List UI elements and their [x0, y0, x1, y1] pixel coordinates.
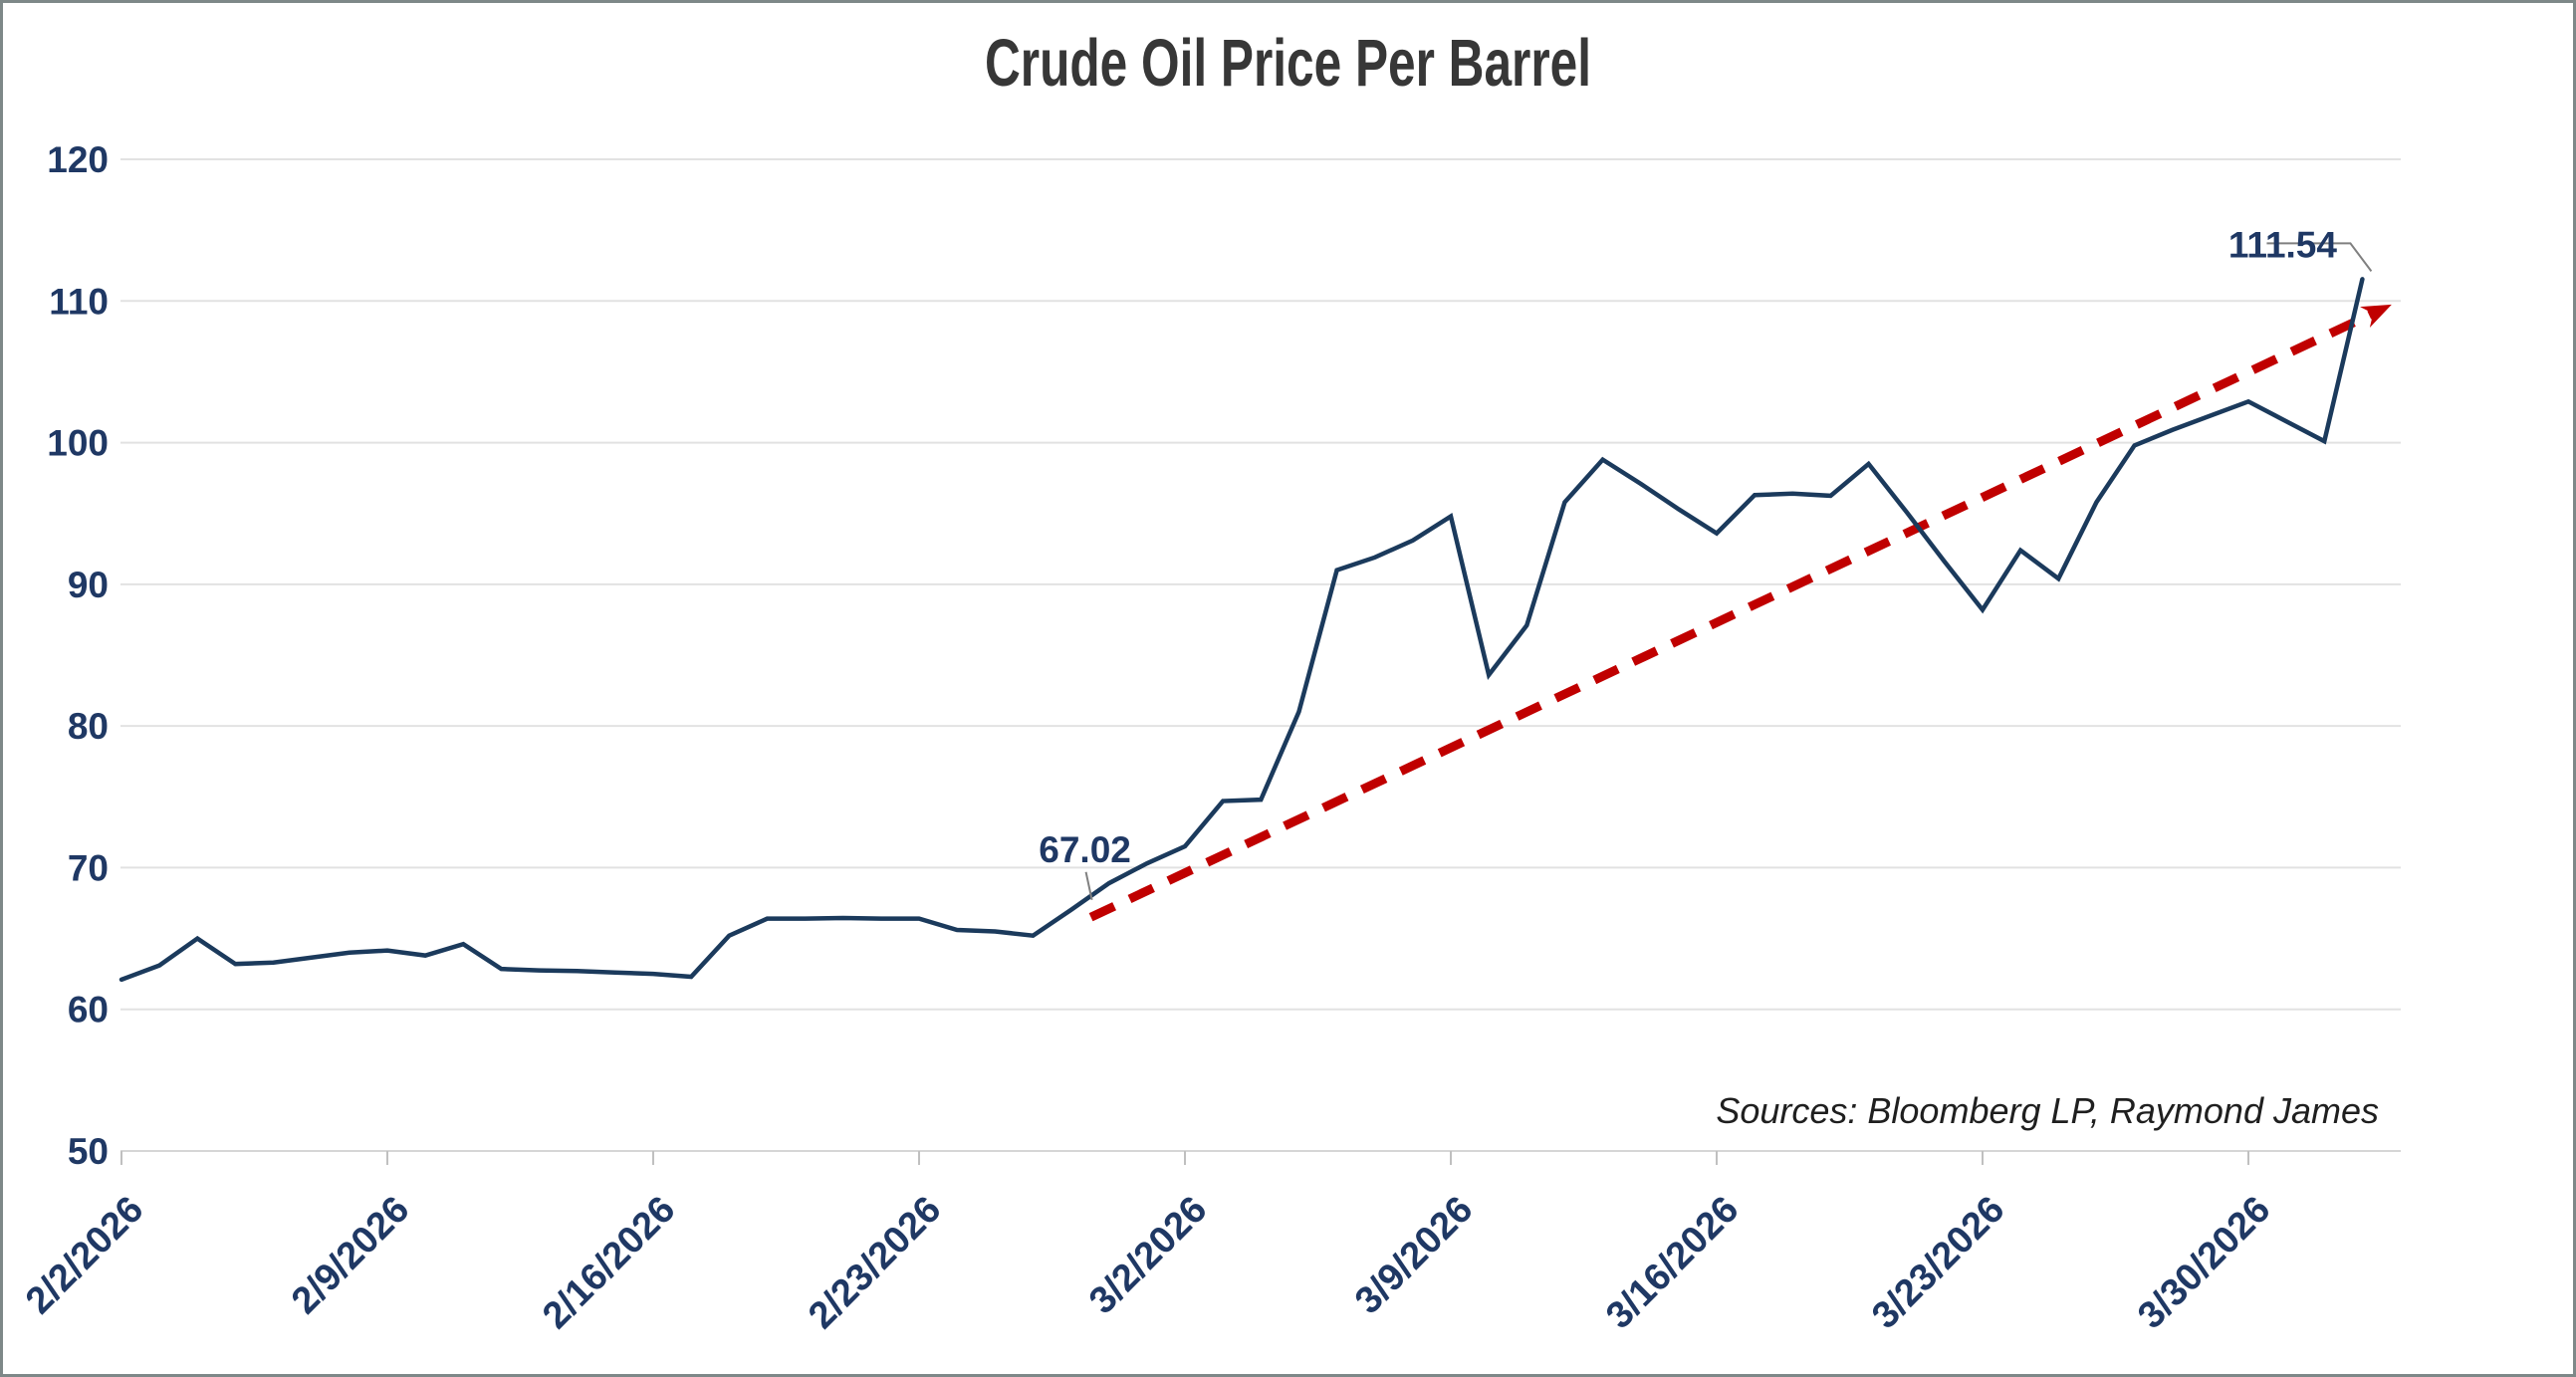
x-axis-tick-label: 2/2/2026 [18, 1189, 151, 1322]
x-axis-tick-label: 3/30/2026 [2130, 1189, 2278, 1337]
y-axis-tick-label: 60 [68, 990, 109, 1031]
x-axis-tick-label: 3/23/2026 [1864, 1189, 2012, 1337]
y-axis-tick-label: 70 [68, 847, 109, 888]
chart-plot-area: 120 110 100 90 80 70 60 50 2/2/2026 2/9/2026 2/16/… [18, 139, 2401, 1337]
y-axis-tick-label: 110 [49, 281, 109, 322]
annotation-data-label: 67.02 [1039, 829, 1131, 870]
chart-title: Crude Oil Price Per Barrel [984, 26, 1591, 101]
x-axis-tick-label: 3/9/2026 [1347, 1189, 1481, 1322]
price-line-series [118, 277, 2365, 983]
y-axis-tick-label: 90 [68, 565, 109, 605]
x-axis-tick-label: 3/16/2026 [1598, 1189, 1747, 1337]
y-axis-tick-label: 80 [68, 706, 109, 747]
y-axis-tick-label: 100 [47, 423, 109, 464]
y-axis-tick-label: 120 [47, 139, 109, 180]
annotation-data-label: 111.54 [2228, 224, 2338, 265]
x-axis-tick-label: 2/16/2026 [535, 1189, 683, 1337]
y-axis-tick-label: 50 [68, 1131, 109, 1172]
x-axis-tick-label: 2/9/2026 [284, 1189, 417, 1322]
trend-line [1088, 304, 2392, 922]
annotation-callout-line [1084, 871, 1093, 901]
annotation-callout-line [2266, 242, 2373, 272]
source-note: Sources: Bloomberg LP, Raymond James [1716, 1090, 2379, 1131]
x-axis-tick-label: 2/23/2026 [801, 1189, 949, 1337]
x-axis-tick-label: 3/2/2026 [1081, 1189, 1215, 1322]
